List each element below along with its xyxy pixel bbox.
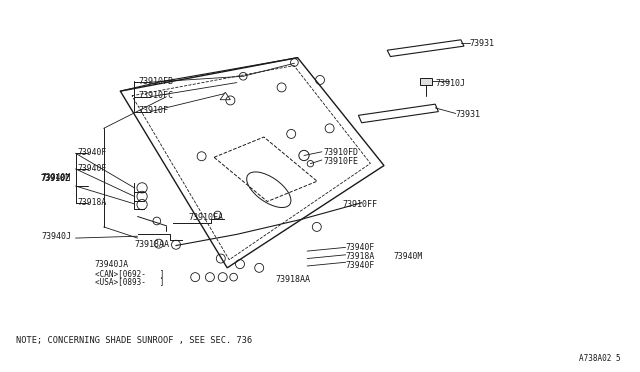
Text: 73910J: 73910J [435,79,465,88]
Text: NOTE; CONCERNING SHADE SUNROOF , SEE SEC. 736: NOTE; CONCERNING SHADE SUNROOF , SEE SEC… [16,336,252,345]
Text: 73910FB: 73910FB [139,77,174,86]
Text: 73910Z: 73910Z [40,174,70,183]
Text: A738A02 5: A738A02 5 [579,355,621,363]
Text: 73918AA: 73918AA [134,240,170,249]
Text: 73910FF: 73910FF [342,200,378,209]
Text: 73918A: 73918A [346,252,375,261]
Text: 73940M: 73940M [394,252,423,261]
Text: 73940F: 73940F [77,164,107,173]
Text: 73940F: 73940F [346,262,375,270]
Text: 73940F: 73940F [346,243,375,252]
Text: <CAN>[0692-   ]: <CAN>[0692- ] [95,269,164,278]
Text: 73910FE: 73910FE [324,157,359,166]
Text: 73918A: 73918A [77,198,107,207]
Text: 73918AA: 73918AA [275,275,310,283]
Text: 73940JA: 73940JA [95,260,129,269]
Text: 73910F: 73910F [139,106,169,115]
Text: 73910FD: 73910FD [324,148,359,157]
Text: 73910FA: 73910FA [189,213,224,222]
Text: 73940J: 73940J [42,232,72,241]
Text: 73910FC: 73910FC [139,92,174,100]
Text: 73931: 73931 [456,110,481,119]
Text: 73940M: 73940M [42,173,71,182]
Text: <USA>[0893-   ]: <USA>[0893- ] [95,278,164,286]
Text: 73940F: 73940F [77,148,107,157]
Text: 73931: 73931 [470,39,495,48]
Polygon shape [420,78,432,85]
Text: 73910Z: 73910Z [40,174,70,183]
